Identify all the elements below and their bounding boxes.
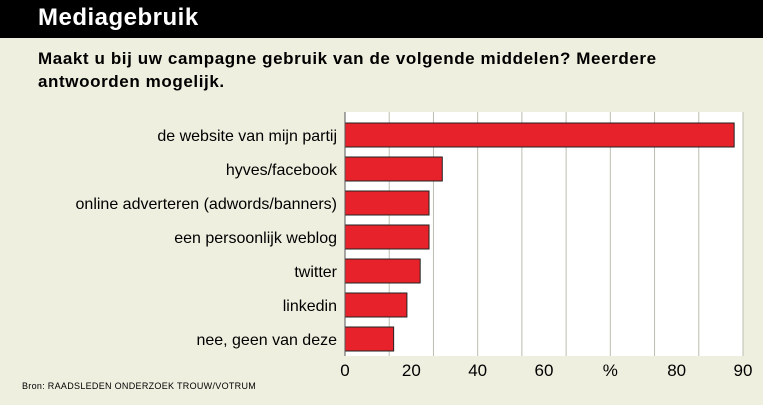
x-tick-label: 80 (667, 361, 686, 380)
category-label: een persoonlijk weblog (174, 230, 337, 247)
bar (344, 156, 443, 182)
category-label: nee, geen van deze (196, 332, 337, 349)
x-tick-label: % (603, 361, 618, 380)
source-note: Bron: RAADSLEDEN ONDERZOEK TROUW/VOTRUM (22, 381, 257, 391)
category-label: de website van mijn partij (157, 128, 337, 145)
x-tick-label: 40 (468, 361, 487, 380)
bar (344, 190, 430, 216)
category-label: hyves/facebook (226, 162, 338, 179)
x-tick-label: 0 (340, 361, 349, 380)
chart-title: Mediagebruik (38, 4, 199, 31)
question-text: Maakt u bij uw campagne gebruik van de v… (38, 49, 657, 91)
bar (344, 122, 735, 148)
x-tick-label: 60 (535, 361, 554, 380)
bar (344, 326, 395, 352)
x-tick-label: 90 (734, 361, 753, 380)
header-bar: Mediagebruik (0, 0, 763, 38)
category-label: twitter (294, 264, 337, 281)
x-tick-label: 20 (402, 361, 421, 380)
bar (344, 258, 421, 284)
category-label: linkedin (283, 298, 337, 315)
bar (344, 224, 430, 250)
bar (344, 292, 408, 318)
category-label: online adverteren (adwords/banners) (76, 196, 337, 213)
